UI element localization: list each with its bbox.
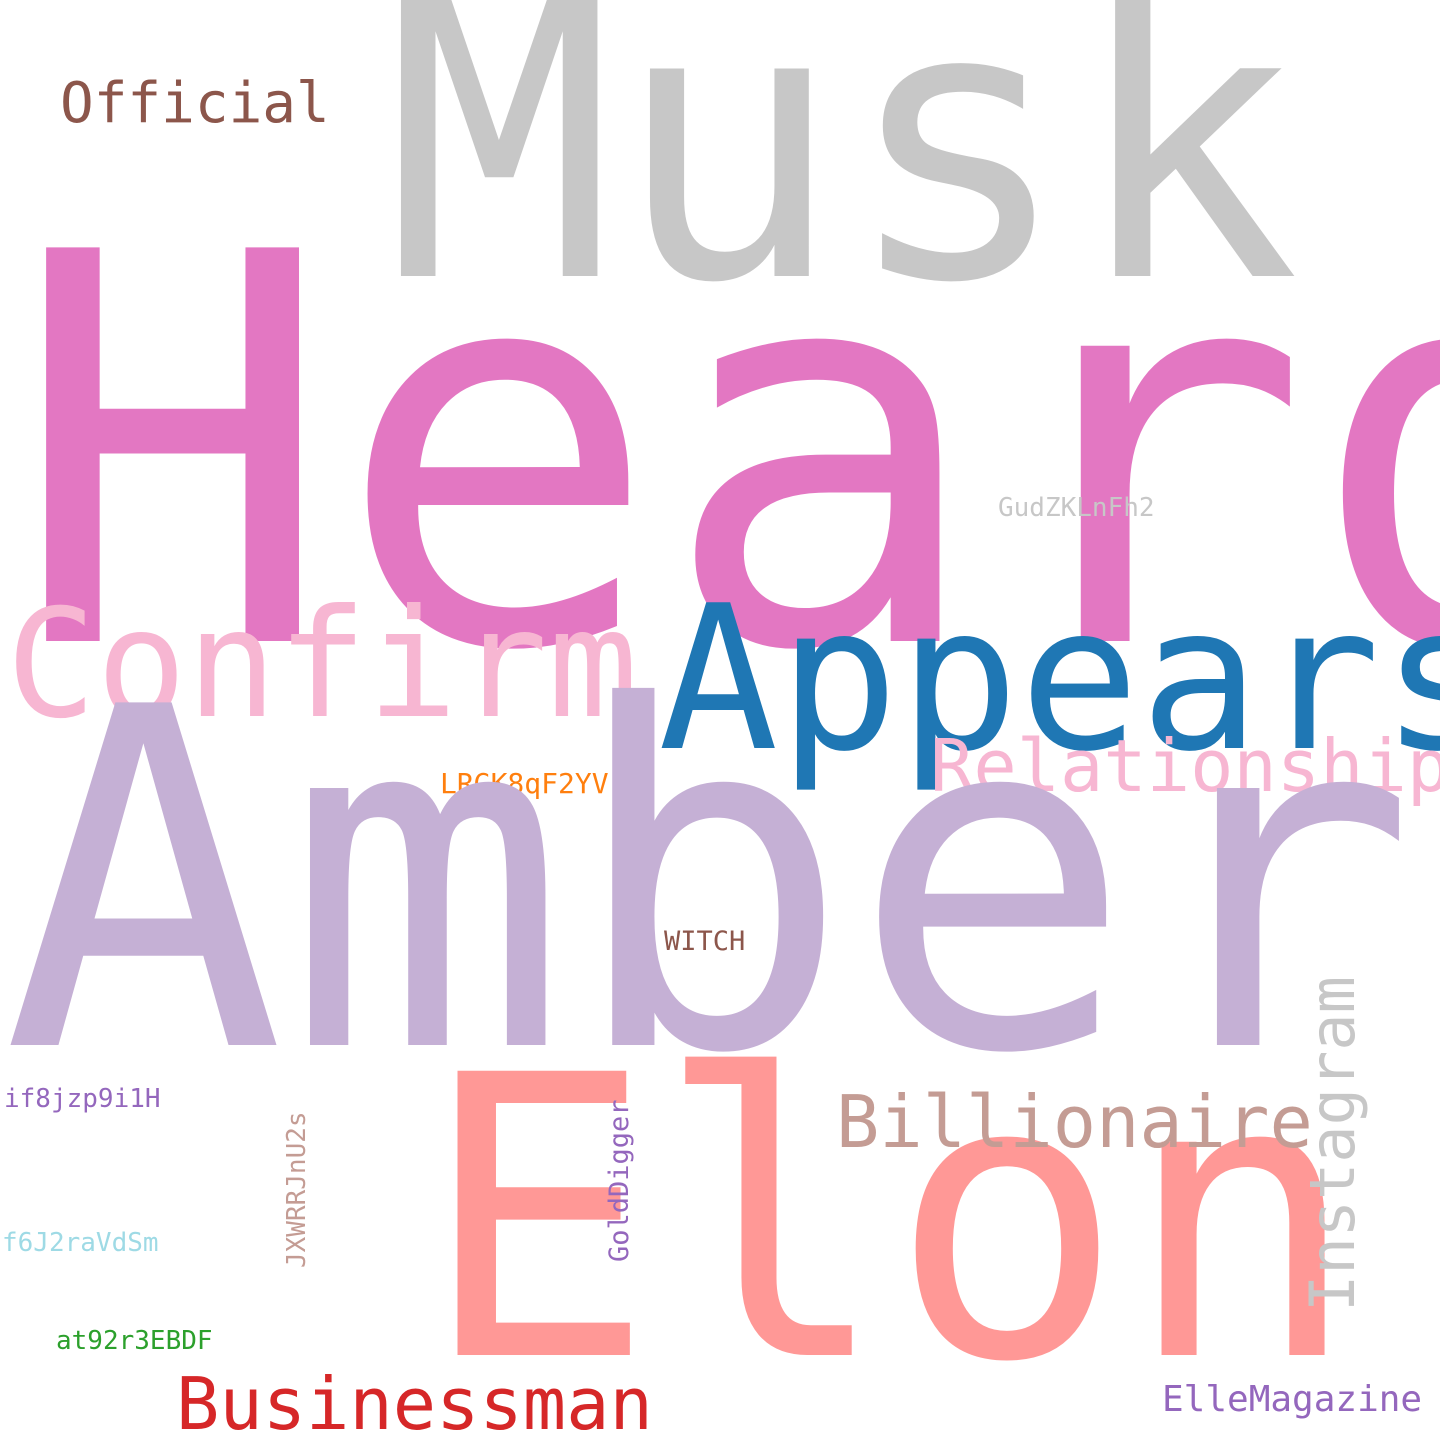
word-appears: Appears	[658, 563, 1440, 796]
word-golddigger: GoldDigger	[604, 1099, 635, 1262]
word-confirm: Confirm	[6, 578, 639, 752]
word-musk: Musk	[385, 0, 1301, 366]
word-f6j2ravdsm: f6J2raVdSm	[2, 1228, 159, 1258]
word-heard: Heard	[10, 141, 1440, 769]
word-jxwrrjnu2s: JXWRRJnU2s	[282, 1111, 312, 1268]
word-relationship: Relationship	[930, 724, 1440, 808]
word-witch: WITCH	[664, 926, 746, 957]
word-lrgk8qf2yv: LRGK8qF2YV	[440, 767, 609, 800]
word-elon: Elon	[420, 993, 1360, 1440]
word-businessman: Businessman	[176, 1362, 653, 1440]
word-at92r3ebdf: at92r3EBDF	[56, 1326, 213, 1356]
word-if8jzp9i1h: if8jzp9i1H	[4, 1084, 161, 1114]
word-instagram: Instagram	[1296, 976, 1369, 1312]
word-official: Official	[60, 71, 330, 136]
word-amber: Amber	[2, 609, 1417, 1156]
word-gudzklnfh2: GudZKLnFh2	[998, 493, 1155, 523]
word-ellemagazine: ElleMagazine	[1162, 1379, 1423, 1420]
word-billionaire: Billionaire	[836, 1080, 1313, 1164]
